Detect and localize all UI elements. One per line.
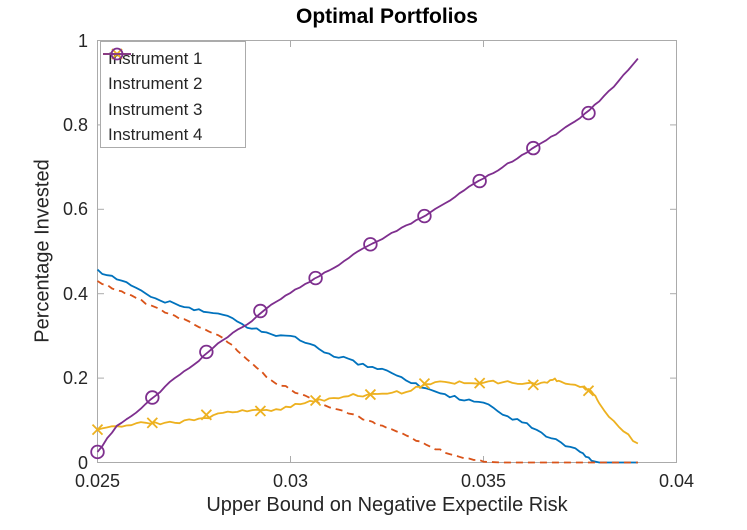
axes-box [97, 40, 677, 463]
circle-marker [363, 237, 378, 252]
circle-marker [90, 444, 105, 460]
y-tick-label: 1 [77, 30, 88, 51]
circle-marker [526, 140, 541, 156]
y-axis-label: Percentage Invested [31, 159, 54, 343]
y-tick-label: 0.6 [62, 199, 88, 220]
legend-label: Instrument 4 [108, 125, 203, 145]
x-tick-label: 0.025 [74, 471, 121, 491]
series-line-1 [96, 268, 638, 464]
y-tick-label: 0.4 [62, 283, 88, 304]
circle-marker [253, 303, 268, 319]
circle-marker [581, 105, 596, 121]
legend-item-2: Instrument 2 [101, 53, 245, 98]
x-marker [254, 405, 267, 417]
legend-circle-marker [110, 47, 124, 61]
x-marker [200, 409, 212, 421]
legend-line-sample [103, 47, 131, 61]
legend-label: Instrument 2 [108, 74, 203, 94]
y-tick-label: 0.2 [62, 368, 88, 389]
x-marker [418, 377, 431, 390]
series-line-3 [97, 377, 639, 445]
legend-item-4: Instrument 4 [101, 47, 245, 149]
chart-title: Optimal Portfolios [295, 5, 478, 28]
circle-marker [472, 173, 487, 189]
legend-item-3: Instrument 3 [101, 48, 245, 123]
x-marker [146, 417, 158, 429]
legend-label: Instrument 3 [108, 99, 203, 119]
y-tick-label: 0 [77, 452, 88, 473]
circle-marker [145, 390, 160, 405]
x-tick-label: 0.03 [272, 471, 309, 491]
x-marker [527, 379, 539, 391]
series-line-2 [97, 280, 638, 464]
series-line-4 [96, 58, 639, 453]
x-marker [91, 423, 104, 436]
circle-marker [417, 208, 432, 224]
circle-marker [199, 344, 214, 360]
x-marker [309, 394, 322, 407]
x-marker [474, 377, 486, 389]
circle-marker [308, 270, 323, 286]
x-marker [364, 388, 377, 401]
legend-label: Instrument 1 [108, 48, 203, 68]
x-tick-label: 0.04 [658, 471, 695, 491]
y-tick-label: 0.8 [62, 114, 88, 135]
x-axis-label: Upper Bound on Negative Expectile Risk [206, 494, 568, 516]
x-marker [582, 385, 595, 397]
legend: Instrument 1 Instrument 2 Instrument 3 Inst… [100, 41, 246, 148]
x-tick-label: 0.035 [460, 471, 507, 491]
